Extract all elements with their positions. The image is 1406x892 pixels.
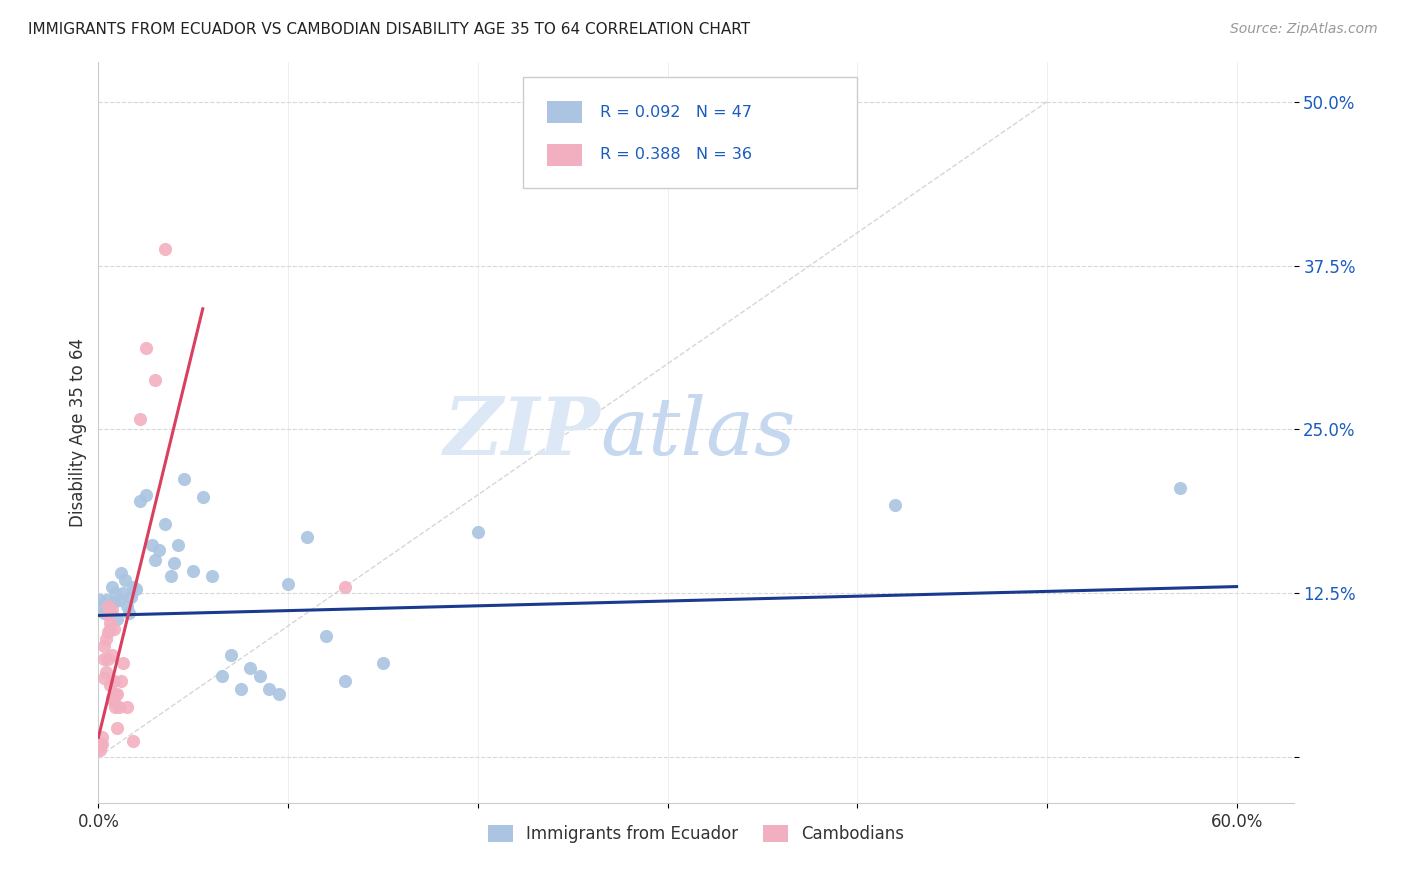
Point <box>97 608 120 623</box>
Point <box>93 606 115 620</box>
Point <box>98 616 121 631</box>
Point <box>125 582 148 597</box>
Point <box>229 681 252 696</box>
Text: R = 0.092   N = 47: R = 0.092 N = 47 <box>600 104 752 120</box>
Point <box>371 656 394 670</box>
Point <box>129 412 152 426</box>
Point <box>121 580 143 594</box>
Point <box>219 648 242 662</box>
Point <box>105 721 128 735</box>
Point <box>173 472 195 486</box>
Point <box>143 373 166 387</box>
Point <box>112 656 135 670</box>
Point <box>98 606 121 620</box>
Point <box>153 242 176 256</box>
Point <box>100 648 122 662</box>
Text: R = 0.388   N = 36: R = 0.388 N = 36 <box>600 147 752 162</box>
Point <box>267 687 290 701</box>
Point <box>104 700 127 714</box>
Point <box>89 739 111 754</box>
Point <box>159 569 181 583</box>
Y-axis label: Disability Age 35 to 64: Disability Age 35 to 64 <box>69 338 87 527</box>
Point <box>105 612 128 626</box>
Point <box>211 669 233 683</box>
Point <box>91 599 114 614</box>
Point <box>315 629 337 643</box>
Point <box>239 661 262 675</box>
Point <box>89 592 111 607</box>
Point <box>333 673 356 688</box>
Point <box>93 651 115 665</box>
Legend: Immigrants from Ecuador, Cambodians: Immigrants from Ecuador, Cambodians <box>481 819 911 850</box>
Point <box>129 494 152 508</box>
Point <box>97 599 120 614</box>
Point <box>103 673 125 688</box>
Point <box>118 606 141 620</box>
Point <box>115 700 138 714</box>
Point <box>467 524 489 539</box>
Point <box>148 542 170 557</box>
Point <box>103 695 125 709</box>
Point <box>884 499 907 513</box>
Point <box>120 590 142 604</box>
Text: atlas: atlas <box>600 394 796 471</box>
Point <box>121 734 143 748</box>
Point <box>97 625 120 640</box>
Point <box>94 592 117 607</box>
Point <box>110 566 132 581</box>
Point <box>135 488 157 502</box>
Point <box>91 737 114 751</box>
Point <box>112 586 135 600</box>
Point <box>167 538 190 552</box>
Point <box>89 743 111 757</box>
Point <box>100 690 122 705</box>
Text: Source: ZipAtlas.com: Source: ZipAtlas.com <box>1230 22 1378 37</box>
Point <box>191 491 214 505</box>
Point <box>97 599 120 614</box>
Point <box>98 678 121 692</box>
Point <box>94 632 117 646</box>
Point <box>108 700 131 714</box>
Point <box>97 651 120 665</box>
Point <box>333 580 356 594</box>
Point <box>163 556 186 570</box>
Point <box>100 603 122 617</box>
Point <box>114 573 136 587</box>
Point <box>153 516 176 531</box>
Point <box>143 553 166 567</box>
Point <box>104 586 127 600</box>
FancyBboxPatch shape <box>523 78 858 188</box>
Point <box>277 577 299 591</box>
Text: IMMIGRANTS FROM ECUADOR VS CAMBODIAN DISABILITY AGE 35 TO 64 CORRELATION CHART: IMMIGRANTS FROM ECUADOR VS CAMBODIAN DIS… <box>28 22 751 37</box>
Point <box>94 665 117 679</box>
Point <box>249 669 271 683</box>
Bar <box>547 144 582 166</box>
Point <box>181 564 204 578</box>
Point <box>91 731 114 745</box>
Point <box>103 595 125 609</box>
Point <box>104 687 127 701</box>
Point <box>295 530 318 544</box>
Point <box>201 569 224 583</box>
Point <box>100 580 122 594</box>
Point <box>98 622 121 636</box>
Point <box>115 599 138 614</box>
Point <box>108 592 131 607</box>
Text: ZIP: ZIP <box>443 394 600 471</box>
Point <box>257 681 280 696</box>
Point <box>103 622 125 636</box>
Point <box>105 687 128 701</box>
Point <box>1168 481 1191 495</box>
Point <box>93 639 115 653</box>
Bar <box>547 101 582 123</box>
Point <box>110 673 132 688</box>
Point <box>93 671 115 685</box>
Point <box>135 341 157 355</box>
Point <box>141 538 163 552</box>
